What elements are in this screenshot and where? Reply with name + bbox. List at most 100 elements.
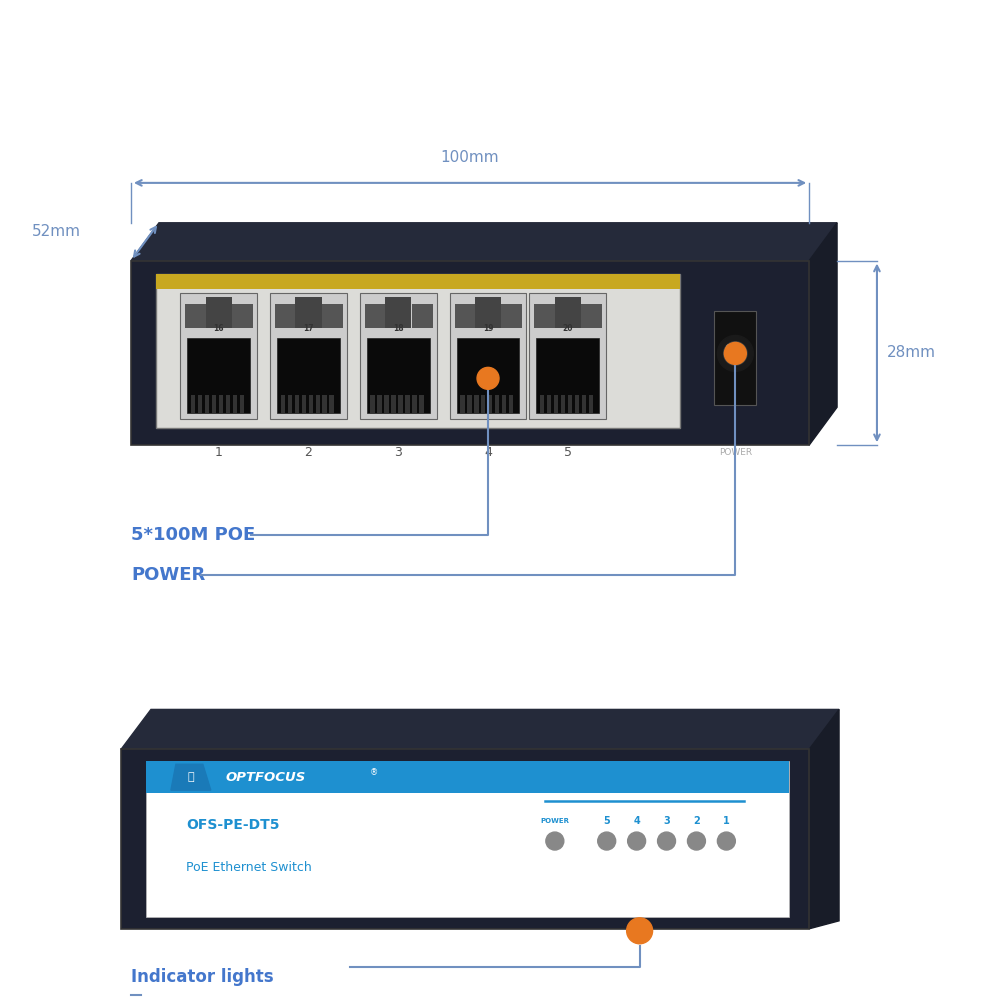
Circle shape — [724, 342, 747, 365]
Bar — [555, 297, 581, 328]
Bar — [156, 274, 680, 428]
Bar — [460, 395, 465, 413]
Circle shape — [477, 367, 499, 389]
Bar — [329, 395, 334, 413]
Circle shape — [717, 335, 753, 371]
Bar — [714, 311, 756, 405]
Bar — [191, 395, 195, 413]
Text: 3: 3 — [394, 446, 402, 459]
FancyBboxPatch shape — [450, 293, 526, 419]
Bar — [295, 297, 322, 328]
Bar — [455, 304, 476, 328]
Text: OFS-PE-DT5: OFS-PE-DT5 — [186, 818, 279, 832]
Text: 28mm: 28mm — [887, 345, 936, 360]
Text: 19: 19 — [483, 324, 493, 333]
Bar — [322, 304, 343, 328]
Bar — [475, 297, 501, 328]
FancyBboxPatch shape — [180, 293, 257, 419]
Circle shape — [658, 832, 676, 850]
Bar — [554, 395, 558, 413]
Bar — [187, 338, 250, 413]
Bar — [385, 297, 411, 328]
Polygon shape — [131, 223, 837, 261]
Bar — [495, 395, 499, 413]
Text: 5: 5 — [564, 446, 572, 459]
Bar — [370, 395, 375, 413]
Bar — [365, 304, 386, 328]
Bar — [575, 395, 579, 413]
Bar — [589, 395, 593, 413]
Bar — [302, 395, 306, 413]
Bar — [233, 395, 237, 413]
Bar — [568, 395, 572, 413]
Polygon shape — [809, 709, 839, 929]
Bar — [509, 395, 513, 413]
FancyBboxPatch shape — [529, 293, 606, 419]
Bar — [277, 338, 340, 413]
Text: 17: 17 — [303, 324, 314, 333]
Text: POWER: POWER — [131, 566, 205, 584]
Bar — [474, 395, 479, 413]
Text: 2: 2 — [693, 816, 700, 826]
Text: 1: 1 — [723, 816, 730, 826]
Text: 52mm: 52mm — [32, 224, 81, 239]
Bar — [309, 395, 313, 413]
Bar — [384, 395, 389, 413]
Bar — [457, 338, 519, 413]
Bar — [501, 304, 522, 328]
Text: 4: 4 — [633, 816, 640, 826]
Circle shape — [598, 832, 616, 850]
Bar — [232, 304, 253, 328]
FancyBboxPatch shape — [270, 293, 347, 419]
Bar — [206, 297, 232, 328]
Text: POWER: POWER — [719, 448, 752, 457]
Bar — [146, 761, 789, 793]
Bar — [146, 761, 789, 917]
Text: 18: 18 — [393, 324, 404, 333]
Bar — [185, 304, 206, 328]
Text: Indicator lights: Indicator lights — [131, 968, 274, 986]
Text: 5*100M POE: 5*100M POE — [131, 526, 255, 544]
Circle shape — [627, 918, 653, 944]
Text: PoE Ethernet Switch: PoE Ethernet Switch — [186, 861, 312, 874]
Bar — [156, 274, 680, 289]
Text: POWER: POWER — [540, 818, 569, 824]
Text: 2: 2 — [305, 446, 312, 459]
Bar — [281, 395, 285, 413]
Bar — [582, 395, 586, 413]
Bar — [412, 304, 433, 328]
Text: 3: 3 — [663, 816, 670, 826]
Bar — [419, 395, 424, 413]
Text: 𝄞: 𝄞 — [188, 772, 194, 782]
Text: OPTFOCUS: OPTFOCUS — [226, 771, 306, 784]
Bar — [240, 395, 244, 413]
Circle shape — [628, 832, 646, 850]
Bar — [295, 395, 299, 413]
Circle shape — [687, 832, 705, 850]
Text: 16: 16 — [214, 324, 224, 333]
Circle shape — [724, 342, 746, 364]
Bar — [288, 395, 292, 413]
Bar — [534, 304, 555, 328]
Bar — [467, 395, 472, 413]
Polygon shape — [809, 223, 837, 445]
Bar — [481, 395, 485, 413]
Circle shape — [717, 832, 735, 850]
Bar — [219, 395, 223, 413]
Bar — [561, 395, 565, 413]
Circle shape — [726, 344, 734, 352]
Bar — [121, 749, 809, 929]
Text: 100mm: 100mm — [441, 150, 499, 165]
Bar — [198, 395, 202, 413]
Polygon shape — [171, 764, 211, 790]
Bar — [212, 395, 216, 413]
Bar — [275, 304, 296, 328]
Bar — [226, 395, 230, 413]
Bar — [488, 395, 492, 413]
Bar — [581, 304, 602, 328]
Bar — [536, 338, 599, 413]
Bar — [316, 395, 320, 413]
Text: ®: ® — [370, 768, 379, 777]
Bar — [405, 395, 410, 413]
Text: 1: 1 — [215, 446, 223, 459]
